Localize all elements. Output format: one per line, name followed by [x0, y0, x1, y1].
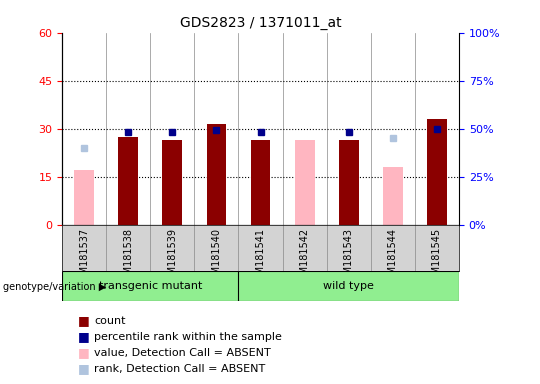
- Text: GSM181539: GSM181539: [167, 228, 177, 287]
- Text: GSM181540: GSM181540: [212, 228, 221, 287]
- Text: ■: ■: [78, 362, 90, 376]
- Text: value, Detection Call = ABSENT: value, Detection Call = ABSENT: [94, 348, 271, 358]
- Text: GSM181537: GSM181537: [79, 228, 89, 288]
- Bar: [383, 167, 403, 225]
- Text: count: count: [94, 316, 126, 326]
- Text: transgenic mutant: transgenic mutant: [99, 281, 202, 291]
- Title: GDS2823 / 1371011_at: GDS2823 / 1371011_at: [180, 16, 341, 30]
- Bar: [118, 137, 138, 225]
- Bar: [239, 271, 459, 301]
- Text: wild type: wild type: [323, 281, 374, 291]
- Text: GSM181542: GSM181542: [300, 228, 309, 288]
- Bar: [251, 140, 271, 225]
- Text: GSM181541: GSM181541: [255, 228, 266, 287]
- Text: GSM181545: GSM181545: [432, 228, 442, 288]
- Text: ■: ■: [78, 346, 90, 359]
- Bar: [339, 140, 359, 225]
- Text: GSM181543: GSM181543: [344, 228, 354, 287]
- Text: genotype/variation ▶: genotype/variation ▶: [3, 282, 106, 292]
- Bar: [163, 140, 183, 225]
- Bar: [62, 271, 239, 301]
- Text: ■: ■: [78, 330, 90, 343]
- Bar: [427, 119, 447, 225]
- Text: percentile rank within the sample: percentile rank within the sample: [94, 332, 282, 342]
- Text: GSM181538: GSM181538: [123, 228, 133, 287]
- Text: rank, Detection Call = ABSENT: rank, Detection Call = ABSENT: [94, 364, 266, 374]
- Text: ■: ■: [78, 314, 90, 327]
- Text: GSM181544: GSM181544: [388, 228, 398, 287]
- Bar: [74, 170, 94, 225]
- Bar: [206, 124, 226, 225]
- Bar: [295, 140, 315, 225]
